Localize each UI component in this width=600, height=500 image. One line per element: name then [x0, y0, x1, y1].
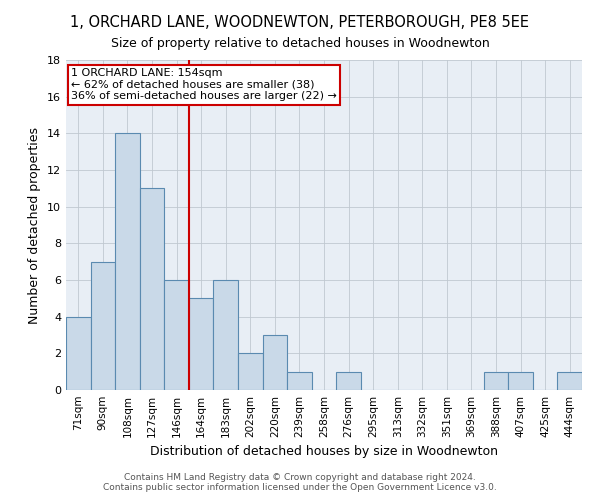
Bar	[66, 316, 91, 390]
Bar	[115, 134, 140, 390]
Bar	[484, 372, 508, 390]
Bar	[238, 354, 263, 390]
Bar	[557, 372, 582, 390]
Bar	[336, 372, 361, 390]
Bar	[164, 280, 189, 390]
Text: 1 ORCHARD LANE: 154sqm
← 62% of detached houses are smaller (38)
36% of semi-det: 1 ORCHARD LANE: 154sqm ← 62% of detached…	[71, 68, 337, 102]
Bar	[263, 335, 287, 390]
Bar	[140, 188, 164, 390]
Bar	[287, 372, 312, 390]
Text: 1, ORCHARD LANE, WOODNEWTON, PETERBOROUGH, PE8 5EE: 1, ORCHARD LANE, WOODNEWTON, PETERBOROUG…	[71, 15, 530, 30]
Text: Size of property relative to detached houses in Woodnewton: Size of property relative to detached ho…	[110, 38, 490, 51]
Bar	[91, 262, 115, 390]
Bar	[214, 280, 238, 390]
X-axis label: Distribution of detached houses by size in Woodnewton: Distribution of detached houses by size …	[150, 446, 498, 458]
Text: Contains HM Land Registry data © Crown copyright and database right 2024.
Contai: Contains HM Land Registry data © Crown c…	[103, 473, 497, 492]
Bar	[189, 298, 214, 390]
Y-axis label: Number of detached properties: Number of detached properties	[28, 126, 41, 324]
Bar	[508, 372, 533, 390]
